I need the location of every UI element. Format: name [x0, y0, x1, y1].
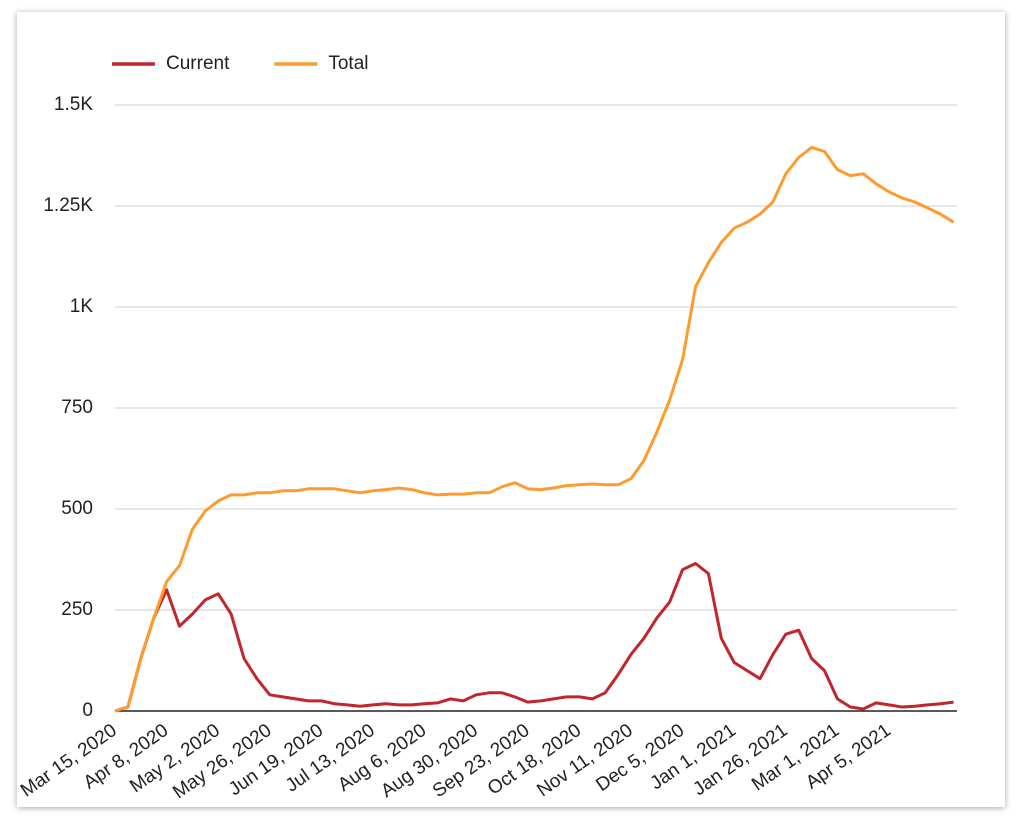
series-line [114, 145, 955, 713]
series-line [114, 562, 954, 713]
legend-label: Total [328, 53, 368, 74]
y-tick-label: 250 [61, 599, 93, 620]
y-tick-label: 1K [70, 296, 94, 317]
y-tick-label: 1.25K [43, 195, 93, 216]
y-tick-label: 0 [82, 700, 93, 721]
legend-label: Current [166, 53, 230, 74]
y-tick-label: 1.5K [54, 94, 93, 115]
card [17, 12, 1005, 807]
y-tick-label: 750 [61, 397, 93, 418]
y-tick-label: 500 [61, 498, 93, 519]
